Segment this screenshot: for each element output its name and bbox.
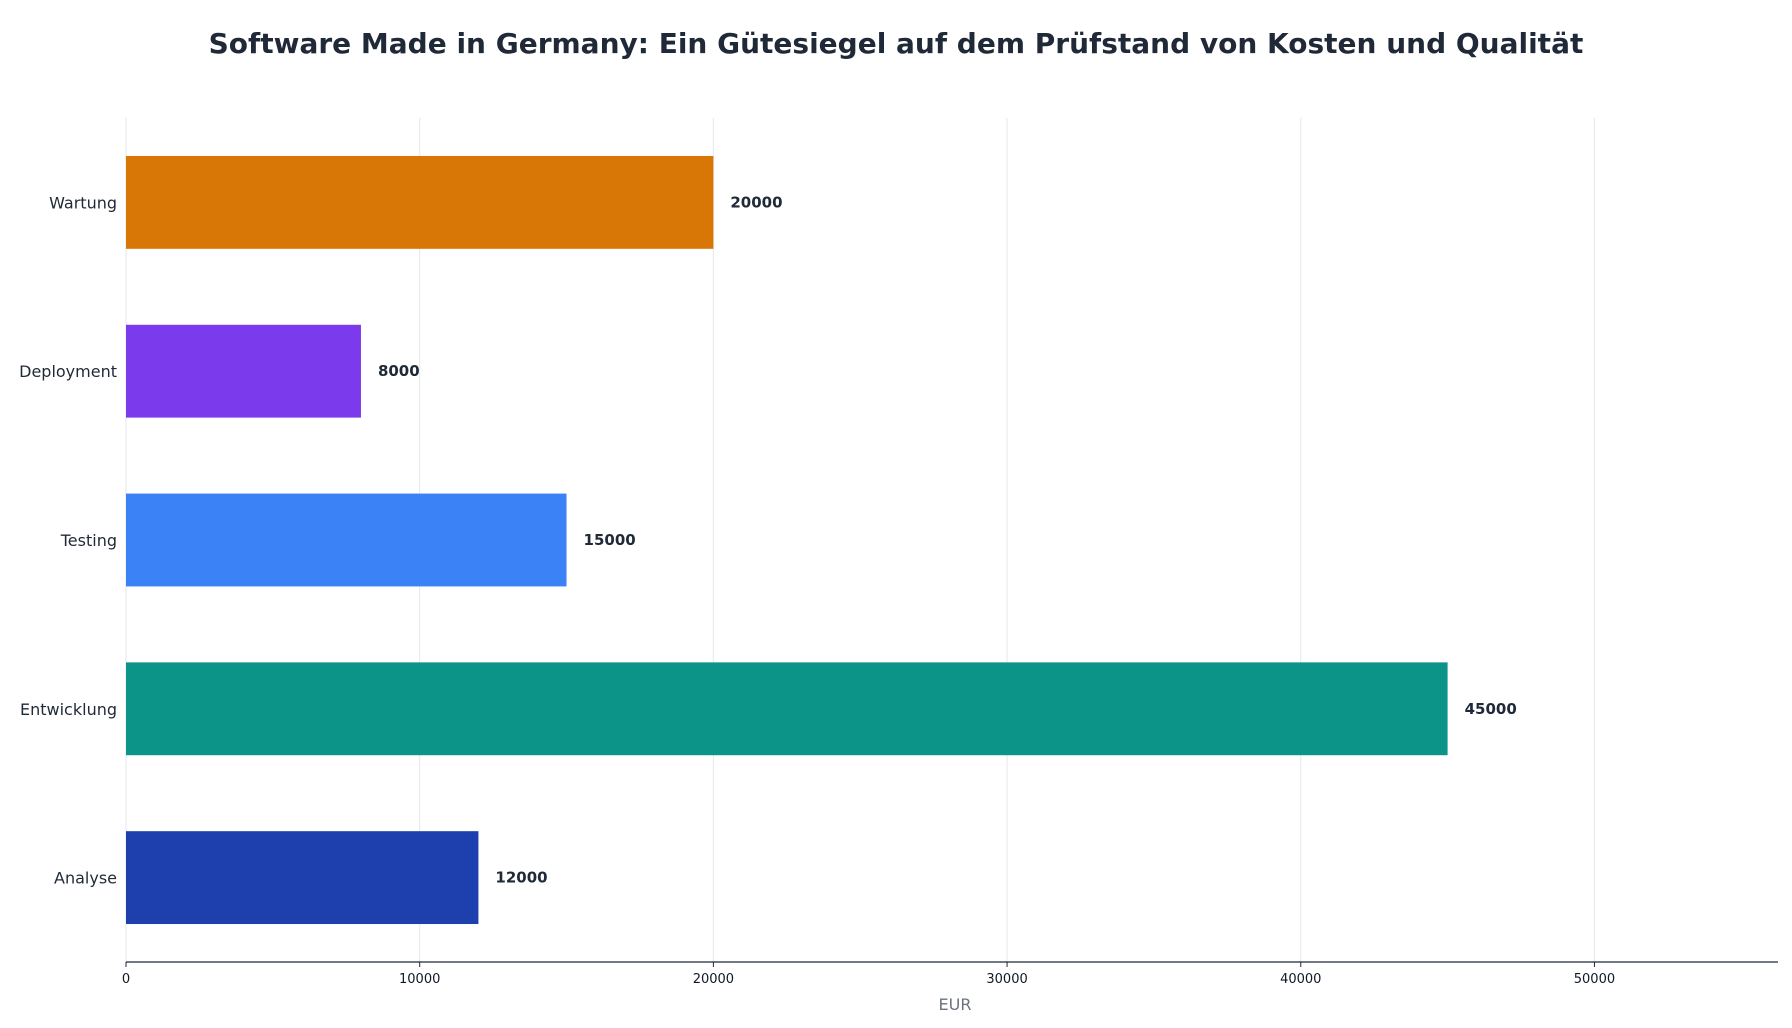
bar-testing (126, 493, 567, 587)
data-label-wartung: 20000 (730, 193, 782, 211)
data-label-deployment: 8000 (378, 362, 420, 380)
bar-deployment (126, 324, 361, 418)
bars (126, 155, 1448, 925)
bar-wartung (126, 155, 714, 249)
y-tick-label-analyse: Analyse (54, 869, 117, 888)
x-tick-label-2: 20000 (693, 972, 734, 987)
bar-entwicklung (126, 662, 1448, 756)
x-tick-label-0: 0 (122, 972, 130, 987)
grid-lines (125, 118, 1595, 962)
x-tick-label-4: 40000 (1280, 972, 1321, 987)
y-axis: Analyse Entwicklung Testing Deployment Wartu… (19, 193, 117, 887)
x-tick-label-3: 30000 (986, 972, 1027, 987)
x-axis: 0 10000 20000 30000 40000 50000 (122, 961, 1778, 987)
chart-title: Software Made in Germany: Ein Gütesiegel… (209, 27, 1584, 60)
data-label-analyse: 12000 (495, 869, 547, 887)
x-axis-label: EUR (939, 995, 972, 1014)
y-tick-label-deployment: Deployment (19, 362, 117, 381)
y-tick-label-entwicklung: Entwicklung (20, 700, 117, 719)
bar-analyse (126, 831, 479, 925)
x-tick-label-1: 10000 (399, 972, 440, 987)
data-labels: 12000 45000 15000 8000 20000 (378, 193, 1517, 886)
x-tick-label-5: 50000 (1574, 972, 1615, 987)
y-tick-label-wartung: Wartung (49, 193, 117, 212)
y-tick-label-testing: Testing (60, 531, 117, 550)
data-label-entwicklung: 45000 (1465, 700, 1517, 718)
data-label-testing: 15000 (584, 531, 636, 549)
